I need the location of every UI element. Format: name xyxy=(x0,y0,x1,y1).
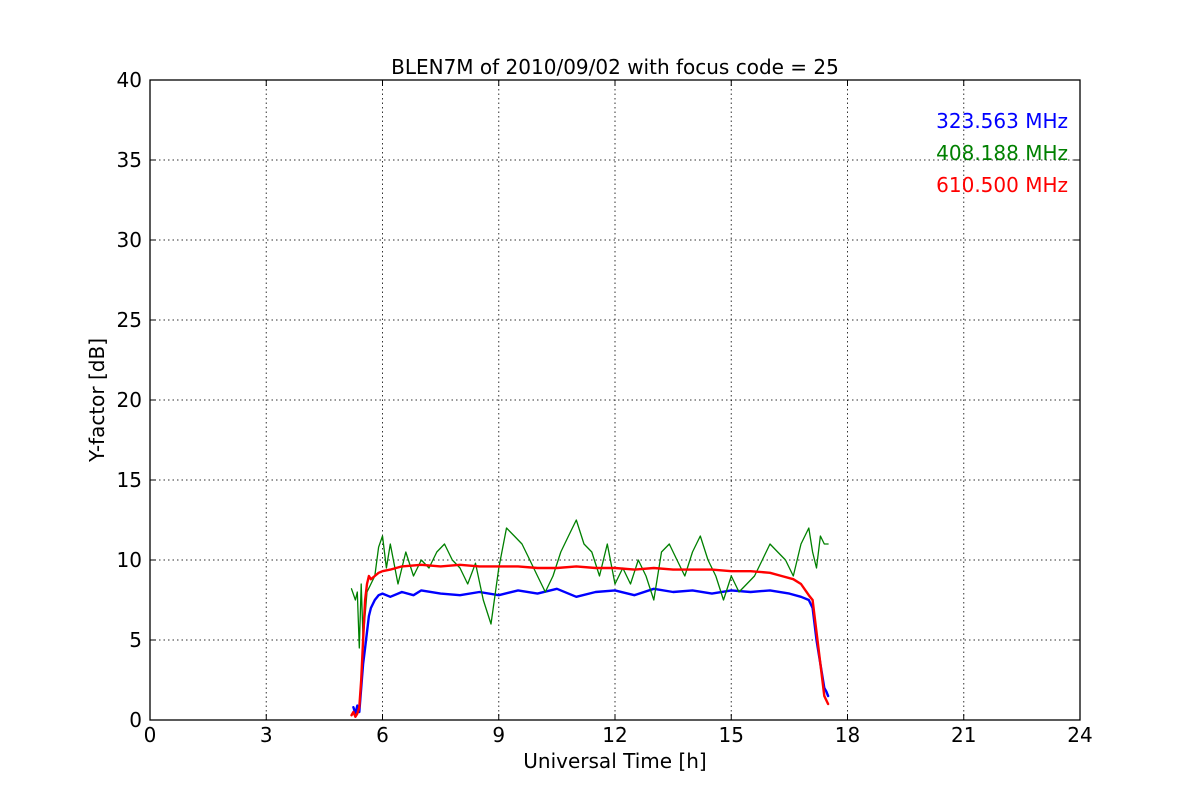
x-tick-label: 3 xyxy=(260,723,273,747)
y-tick-label: 35 xyxy=(117,148,142,172)
y-tick-label: 0 xyxy=(129,708,142,732)
y-tick-label: 30 xyxy=(117,228,142,252)
ticks: 0 3 6 9 12 15 18 21 24 0 5 10 15 20 25 30 35 40 xyxy=(117,68,1093,747)
y-tick-label: 20 xyxy=(117,388,142,412)
grid xyxy=(150,80,1080,720)
legend-entry-1: 323.563 MHz xyxy=(936,109,1068,133)
y-tick-label: 10 xyxy=(117,548,142,572)
y-axis-label: Y-factor [dB] xyxy=(85,338,109,463)
series-line-2 xyxy=(350,519,829,649)
x-axis-label: Universal Time [h] xyxy=(523,749,706,773)
x-tick-label: 15 xyxy=(719,723,744,747)
y-tick-label: 15 xyxy=(117,468,142,492)
x-tick-label: 18 xyxy=(835,723,860,747)
series-line-1 xyxy=(352,587,830,715)
legend: 323.563 MHz 408.188 MHz 610.500 MHz xyxy=(936,109,1068,197)
series-line-3 xyxy=(350,563,830,718)
x-tick-label: 24 xyxy=(1067,723,1092,747)
series-group xyxy=(350,519,830,718)
legend-entry-2: 408.188 MHz xyxy=(936,141,1068,165)
chart-title: BLEN7M of 2010/09/02 with focus code = 2… xyxy=(391,55,839,79)
y-tick-label: 40 xyxy=(117,68,142,92)
legend-entry-3: 610.500 MHz xyxy=(936,173,1068,197)
x-tick-label: 21 xyxy=(951,723,976,747)
x-tick-label: 6 xyxy=(376,723,389,747)
y-tick-label: 25 xyxy=(117,308,142,332)
x-tick-label: 0 xyxy=(144,723,157,747)
y-tick-label: 5 xyxy=(129,628,142,652)
x-tick-label: 9 xyxy=(492,723,505,747)
x-tick-label: 12 xyxy=(602,723,627,747)
